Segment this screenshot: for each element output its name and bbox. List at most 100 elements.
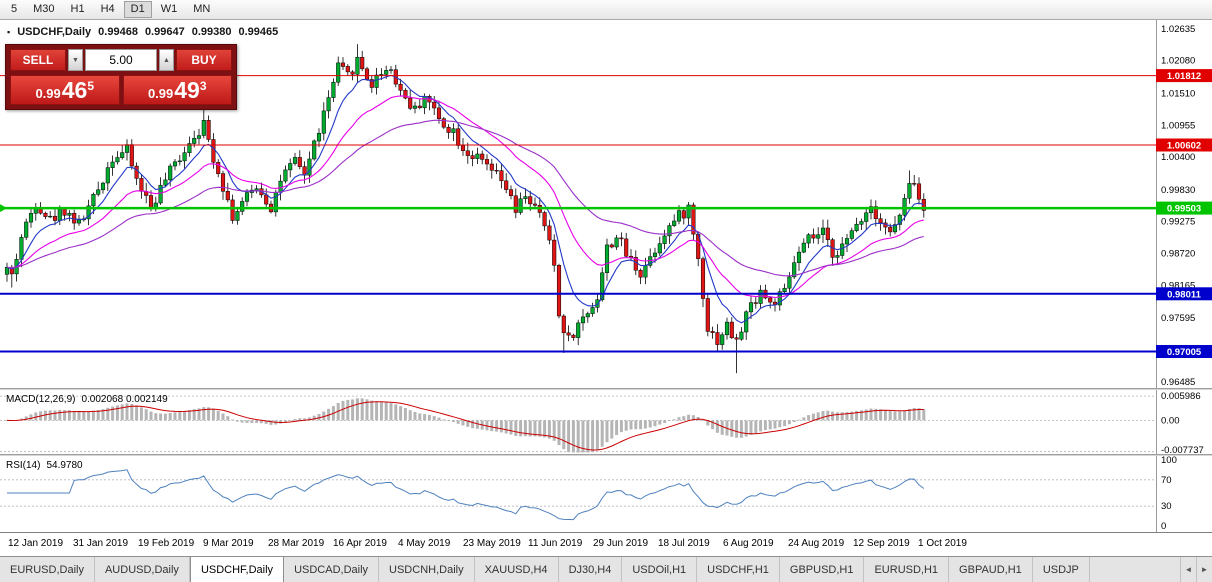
timeframe-button-mn[interactable]: MN xyxy=(193,3,211,15)
tabs-scroll-left-icon[interactable]: ◄ xyxy=(1180,557,1196,582)
timeframe-button-d1[interactable]: D1 xyxy=(123,1,152,18)
price-axis-label: 1.02080 xyxy=(1161,56,1195,67)
macd-axis-label: -0.007737 xyxy=(1161,445,1204,454)
chart-tab-usdoil-h1[interactable]: USDOil,H1 xyxy=(622,557,698,582)
macd-axis-label: 0.005986 xyxy=(1161,391,1201,402)
time-axis-label: 1 Oct 2019 xyxy=(918,538,967,549)
pane-splitter-macd[interactable] xyxy=(0,388,1212,390)
time-axis-label: 29 Jun 2019 xyxy=(593,538,649,549)
price-line-label-box[interactable] xyxy=(1156,287,1212,301)
chart-tab-dj30-h4[interactable]: DJ30,H4 xyxy=(559,557,623,582)
volume-decrease-button[interactable]: ▼ xyxy=(68,49,83,71)
rsi-indicator-label: RSI(14) 54.9780 xyxy=(6,460,89,471)
chart-icon: ▪ xyxy=(7,27,11,37)
buy-price-point: 3 xyxy=(199,79,207,93)
macd-indicator-label: MACD(12,26,9) 0.002068 0.002149 xyxy=(6,394,174,405)
ohlc-high: 0.99647 xyxy=(144,26,185,38)
volume-up-icon: ▲ xyxy=(163,56,170,64)
price-axis-label: 0.99275 xyxy=(1161,217,1195,228)
chart-tab-eurusd-daily[interactable]: EURUSD,Daily xyxy=(0,557,95,582)
pane-splitter-rsi[interactable] xyxy=(0,454,1212,456)
chart-area[interactable]: 1.02635 1.02080 1.01510 1.00955 1.00400 0.998… xyxy=(0,20,1212,556)
macd-pane[interactable]: 0.005986 0.00 -0.007737 xyxy=(0,390,1212,454)
time-axis-label: 31 Jan 2019 xyxy=(73,538,129,549)
volume-value: 5.00 xyxy=(109,53,133,67)
time-axis-label: 11 Jun 2019 xyxy=(528,538,583,549)
price-axis-label: 1.00400 xyxy=(1161,152,1195,163)
rsi-axis-label: 30 xyxy=(1161,501,1172,512)
chart-tab-xauusd-h4[interactable]: XAUUSD,H4 xyxy=(475,557,559,582)
chart-tab-usdcad-daily[interactable]: USDCAD,Daily xyxy=(284,557,380,582)
chart-tab-gbpusd-h1[interactable]: GBPUSD,H1 xyxy=(780,557,865,582)
rsi-value: 54.9780 xyxy=(46,460,83,471)
tabs-scroll-controls: ◄ ► xyxy=(1180,557,1212,582)
sell-button[interactable]: SELL xyxy=(10,49,66,71)
chart-tab-usdjp[interactable]: USDJP xyxy=(1033,557,1090,582)
time-axis-label: 16 Apr 2019 xyxy=(333,538,387,549)
timeframe-button-h1[interactable]: H1 xyxy=(70,3,85,15)
time-axis-label: 12 Sep 2019 xyxy=(853,538,910,549)
chart-tab-usdchf-daily[interactable]: USDCHF,Daily xyxy=(189,557,285,582)
chart-tab-audusd-daily[interactable]: AUDUSD,Daily xyxy=(95,557,190,582)
price-line-label: 1.00602 xyxy=(1167,141,1201,152)
price-axis-label: 1.01510 xyxy=(1161,88,1195,99)
price-axis-label: 0.96485 xyxy=(1161,377,1195,388)
buy-price-button[interactable]: 0.99 49 3 xyxy=(122,75,232,105)
timeframe-bar: 5 M30 H1 H4 D1 W1 MN xyxy=(0,0,218,19)
price-axis-label: 0.97595 xyxy=(1161,313,1195,324)
macd-values: 0.002068 0.002149 xyxy=(81,394,168,405)
chart-tab-gbpaud-h1[interactable]: GBPAUD,H1 xyxy=(949,557,1033,582)
sell-price-button[interactable]: 0.99 46 5 xyxy=(10,75,120,105)
price-marker-arrow xyxy=(0,204,7,213)
volume-input[interactable]: 5.00 xyxy=(85,49,157,71)
price-line-label: 0.98011 xyxy=(1167,289,1202,300)
chart-tab-usdchf-h1[interactable]: USDCHF,H1 xyxy=(697,557,780,582)
moving-average-line-21 xyxy=(6,95,924,299)
time-axis-label: 18 Jul 2019 xyxy=(658,538,710,549)
sell-price-point: 5 xyxy=(87,79,95,93)
price-line-label-box[interactable] xyxy=(1156,201,1212,215)
timeframe-button-5[interactable]: 5 xyxy=(11,3,18,15)
timeframe-button-w1[interactable]: W1 xyxy=(160,3,178,15)
chart-tab-usdcnh-daily[interactable]: USDCNH,Daily xyxy=(379,557,475,582)
chart-tabs-bar: EURUSD,Daily AUDUSD,Daily USDCHF,Daily USDC… xyxy=(0,556,1212,582)
time-axis-label: 6 Aug 2019 xyxy=(723,538,774,549)
volume-down-icon: ▼ xyxy=(72,56,79,64)
time-axis[interactable]: 12 Jan 2019 31 Jan 2019 19 Feb 2019 9 Mar 2… xyxy=(0,532,1212,556)
time-axis-label: 9 Mar 2019 xyxy=(203,538,254,549)
buy-price-pips: 49 xyxy=(174,77,200,103)
chart-tab-eurusd-h1[interactable]: EURUSD,H1 xyxy=(864,557,950,582)
ohlc-close: 0.99465 xyxy=(238,26,279,38)
rsi-axis-label: 100 xyxy=(1161,456,1177,466)
one-click-trading-panel: SELL ▼ 5.00 ▲ BUY 0.99 46 5 0.99 49 3 xyxy=(5,44,237,110)
rsi-axis-label: 0 xyxy=(1161,521,1166,532)
rsi-axis-label: 70 xyxy=(1161,475,1172,486)
price-axis-label: 0.99830 xyxy=(1161,185,1195,196)
chart-symbol-label: USDCHF,Daily xyxy=(17,26,92,38)
time-axis-label: 28 Mar 2019 xyxy=(268,538,325,549)
timeframe-button-h4[interactable]: H4 xyxy=(100,3,115,15)
time-axis-label: 4 May 2019 xyxy=(398,538,451,549)
price-line-label-box[interactable] xyxy=(1156,69,1212,83)
time-axis-label: 12 Jan 2019 xyxy=(8,538,64,549)
price-line-label-box[interactable] xyxy=(1156,138,1212,152)
price-line-label-box[interactable] xyxy=(1156,345,1212,358)
tabs-scroll-right-icon[interactable]: ► xyxy=(1196,557,1212,582)
candles-layer xyxy=(4,44,926,374)
moving-average-line-45 xyxy=(6,119,924,277)
time-axis-label: 24 Aug 2019 xyxy=(788,538,845,549)
volume-increase-button[interactable]: ▲ xyxy=(159,49,174,71)
sell-price-pips: 46 xyxy=(61,77,88,103)
ohlc-open: 0.99468 xyxy=(98,26,138,38)
macd-axis-label: 0.00 xyxy=(1161,415,1180,426)
timeframe-button-m30[interactable]: M30 xyxy=(33,3,55,15)
buy-button[interactable]: BUY xyxy=(176,49,232,71)
moving-average-line-8 xyxy=(6,74,924,324)
rsi-pane[interactable]: 100 70 30 0 xyxy=(0,456,1212,532)
price-axis-label: 1.02635 xyxy=(1161,24,1195,35)
chart-ohlc-header: ▪ USDCHF,Daily 0.99468 0.99647 0.99380 0… xyxy=(7,26,278,38)
chart-tabs: EURUSD,Daily AUDUSD,Daily USDCHF,Daily USDC… xyxy=(0,557,1212,582)
price-line-label: 0.97005 xyxy=(1167,347,1202,358)
timeframe-toolbar: 5 M30 H1 H4 D1 W1 MN xyxy=(0,0,1212,20)
